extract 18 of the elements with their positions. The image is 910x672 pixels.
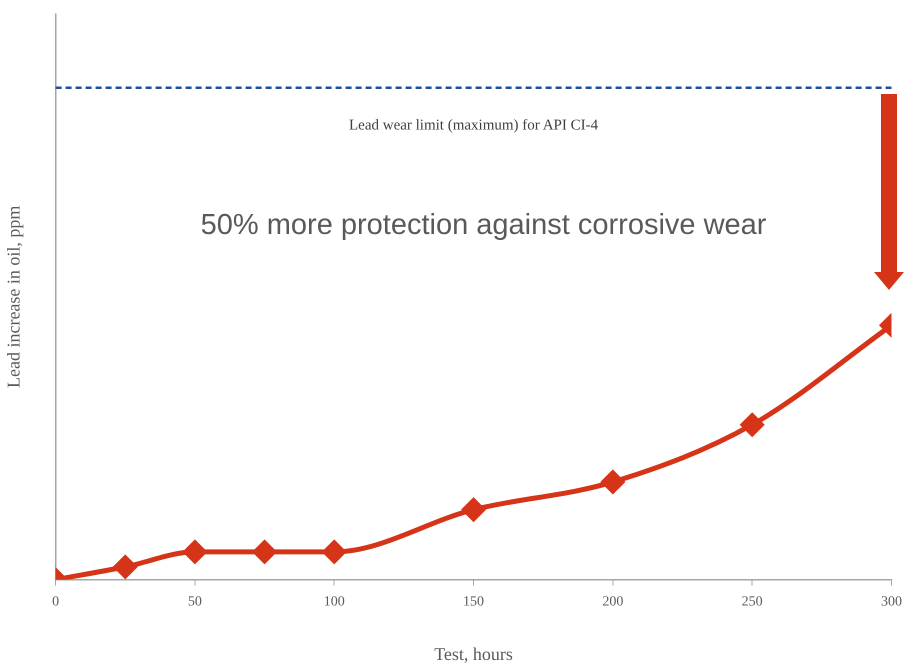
text: 50% more protection against corrosive wear [200,209,767,241]
x-axis-title: Test, hours [434,644,513,664]
x-tick-label: 100 [324,594,345,610]
point [183,540,206,564]
point [253,540,276,564]
x-tick-label: 0 [52,594,60,610]
x-tick-label: 150 [463,594,484,610]
x-tick-label: 250 [742,594,763,610]
point [462,498,486,522]
point [601,470,624,494]
x-tick-label: 200 [602,594,624,610]
x-tick-label: 50 [188,594,202,610]
x-tick-label: 300 [881,594,902,610]
point [322,540,346,564]
point [114,555,137,578]
point [740,413,764,436]
y-axis-title: Lead increase in oil, ppm [4,206,24,388]
ref-line-label: Lead wear limit (maximum) for API CI-4 [348,118,599,134]
